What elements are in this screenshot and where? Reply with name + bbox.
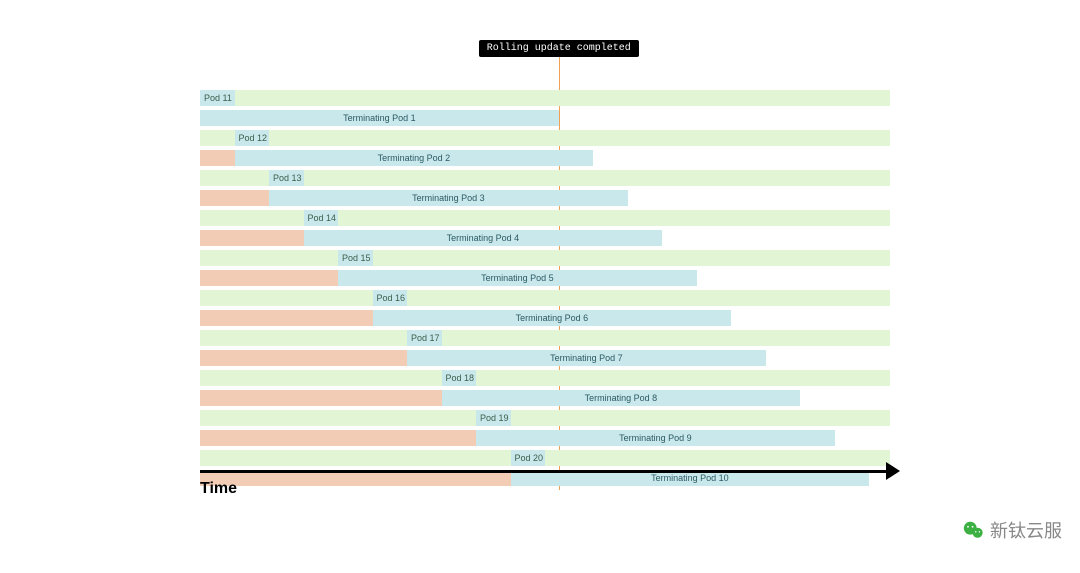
gantt-row: Pod 19 [200, 410, 890, 426]
gantt-segment: Terminating Pod 5 [338, 270, 697, 286]
gantt-segment: Terminating Pod 3 [269, 190, 628, 206]
segment-label: Terminating Pod 4 [447, 233, 520, 243]
gantt-segment [200, 170, 269, 186]
watermark-text: 新钛云服 [990, 517, 1062, 543]
segment-label: Pod 15 [342, 253, 371, 263]
gantt-segment: Pod 14 [304, 210, 339, 226]
gantt-row: Terminating Pod 7 [200, 350, 890, 366]
gantt-row: Pod 12 [200, 130, 890, 146]
gantt-segment [442, 330, 891, 346]
gantt-segment [269, 130, 890, 146]
gantt-segment: Pod 17 [407, 330, 442, 346]
gantt-row: Terminating Pod 6 [200, 310, 890, 326]
segment-label: Pod 17 [411, 333, 440, 343]
gantt-segment [200, 430, 476, 446]
gantt-segment: Terminating Pod 8 [442, 390, 801, 406]
gantt-segment [200, 230, 304, 246]
segment-label: Terminating Pod 8 [585, 393, 658, 403]
segment-label: Pod 13 [273, 173, 302, 183]
axis-label: Time [200, 480, 237, 498]
segment-label: Pod 16 [377, 293, 406, 303]
gantt-segment: Pod 12 [235, 130, 270, 146]
arrow-line [200, 470, 890, 473]
gantt-row: Pod 18 [200, 370, 890, 386]
segment-label: Pod 11 [204, 93, 232, 103]
gantt-row: Terminating Pod 8 [200, 390, 890, 406]
gantt-segment: Pod 19 [476, 410, 511, 426]
segment-label: Pod 18 [446, 373, 475, 383]
gantt-segment [200, 390, 442, 406]
gantt-segment [338, 210, 890, 226]
gantt-segment [200, 210, 304, 226]
segment-label: Terminating Pod 6 [516, 313, 589, 323]
gantt-segment: Terminating Pod 1 [200, 110, 559, 126]
gantt-segment: Pod 11 [200, 90, 235, 106]
gantt-row: Pod 15 [200, 250, 890, 266]
gantt-segment: Pod 15 [338, 250, 373, 266]
gantt-segment: Terminating Pod 4 [304, 230, 663, 246]
segment-label: Pod 14 [308, 213, 337, 223]
gantt-row: Pod 14 [200, 210, 890, 226]
segment-label: Terminating Pod 9 [619, 433, 692, 443]
gantt-segment [200, 310, 373, 326]
gantt-row: Pod 11 [200, 90, 890, 106]
gantt-segment [200, 370, 442, 386]
gantt-rows: Pod 11 Terminating Pod 1 Pod 12 Terminating… [200, 90, 890, 490]
gantt-segment [200, 350, 407, 366]
segment-label: Pod 12 [239, 133, 268, 143]
gantt-segment: Terminating Pod 7 [407, 350, 766, 366]
wechat-icon [962, 519, 984, 541]
gantt-segment [200, 410, 476, 426]
gantt-segment: Terminating Pod 2 [235, 150, 594, 166]
segment-label: Terminating Pod 5 [481, 273, 554, 283]
gantt-segment [304, 170, 891, 186]
gantt-segment [200, 130, 235, 146]
gantt-row: Terminating Pod 1 [200, 110, 890, 126]
watermark: 新钛云服 [962, 517, 1062, 543]
gantt-row: Pod 16 [200, 290, 890, 306]
gantt-segment [511, 410, 891, 426]
gantt-row: Terminating Pod 9 [200, 430, 890, 446]
gantt-row: Terminating Pod 3 [200, 190, 890, 206]
gantt-segment [200, 150, 235, 166]
gantt-segment [235, 90, 891, 106]
gantt-row: Terminating Pod 4 [200, 230, 890, 246]
gantt-segment: Pod 16 [373, 290, 408, 306]
segment-label: Pod 19 [480, 413, 509, 423]
gantt-row: Pod 13 [200, 170, 890, 186]
gantt-chart: Rolling update completed Pod 11 Terminati… [200, 40, 890, 510]
gantt-segment [476, 370, 890, 386]
segment-label: Terminating Pod 7 [550, 353, 623, 363]
gantt-row: Terminating Pod 5 [200, 270, 890, 286]
gantt-segment [200, 250, 338, 266]
gantt-row: Pod 17 [200, 330, 890, 346]
gantt-segment [407, 290, 890, 306]
time-axis-arrow: Time [200, 460, 900, 490]
gantt-segment [200, 330, 407, 346]
gantt-row: Terminating Pod 2 [200, 150, 890, 166]
segment-label: Terminating Pod 1 [343, 113, 416, 123]
gantt-segment: Terminating Pod 6 [373, 310, 732, 326]
arrow-head-icon [886, 462, 900, 480]
gantt-segment: Terminating Pod 9 [476, 430, 835, 446]
gantt-segment [200, 190, 269, 206]
gantt-segment [373, 250, 891, 266]
marker-label: Rolling update completed [479, 40, 639, 57]
gantt-segment: Pod 13 [269, 170, 304, 186]
segment-label: Terminating Pod 2 [378, 153, 451, 163]
segment-label: Terminating Pod 3 [412, 193, 485, 203]
gantt-segment: Pod 18 [442, 370, 477, 386]
gantt-segment [200, 290, 373, 306]
gantt-segment [200, 270, 338, 286]
